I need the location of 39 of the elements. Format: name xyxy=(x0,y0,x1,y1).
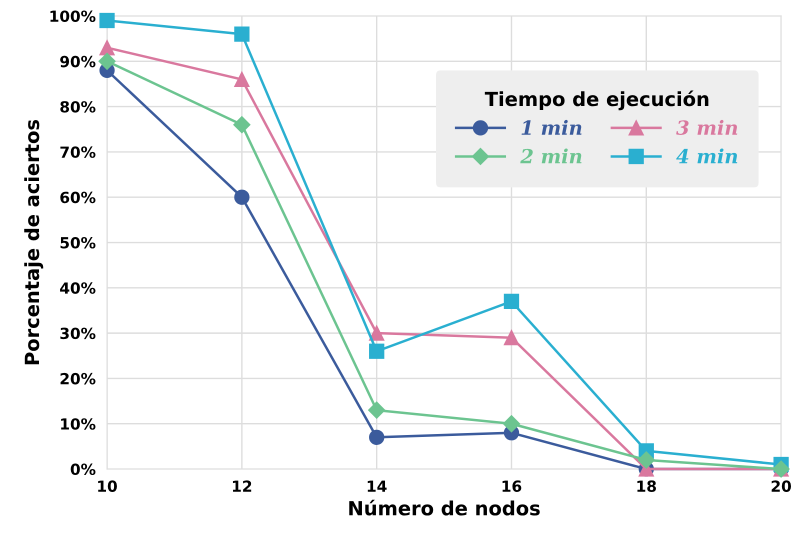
point xyxy=(504,330,520,346)
legend-label: 4 min xyxy=(676,148,738,164)
point xyxy=(502,415,520,432)
y-tick-label: 100% xyxy=(50,10,96,22)
x-tick-label: 18 xyxy=(637,480,656,492)
y-tick-label: 10% xyxy=(61,418,96,430)
point xyxy=(638,451,655,469)
y-tick-label: 40% xyxy=(60,282,96,294)
point xyxy=(369,344,384,359)
x-tick-label: 14 xyxy=(368,480,387,492)
x-tick-label: 12 xyxy=(232,480,252,492)
legend-title: Tiempo de ejecución xyxy=(484,90,708,110)
x-tick-label: 16 xyxy=(502,480,522,492)
y-tick-label: 20% xyxy=(60,372,96,384)
point xyxy=(99,12,115,28)
y-tick-label: 0% xyxy=(70,464,96,476)
legend-label: 3 min xyxy=(676,120,738,135)
y-tick-label: 90% xyxy=(60,56,96,68)
x-tick-label: 20 xyxy=(772,480,792,492)
legend-label: 2 min xyxy=(520,148,582,164)
point xyxy=(98,52,116,70)
point xyxy=(369,430,384,445)
y-tick-label: 30% xyxy=(60,328,96,340)
point xyxy=(234,72,250,88)
point xyxy=(233,116,250,134)
point xyxy=(368,402,386,419)
point xyxy=(504,294,520,310)
y-tick-label: 70% xyxy=(60,146,96,158)
point xyxy=(369,325,384,341)
point xyxy=(234,26,250,42)
x-axis-title: Número de nodos xyxy=(349,500,540,516)
y-tick-label: 80% xyxy=(60,101,96,113)
y-tick-label: 60% xyxy=(60,192,96,204)
y-tick-label: 50% xyxy=(60,236,96,249)
point xyxy=(234,190,250,205)
legend-label: 1 min xyxy=(522,120,582,135)
x-tick-label: 10 xyxy=(98,480,117,492)
point xyxy=(99,40,115,56)
y-axis-title: Porcentaje de aciertos xyxy=(24,120,44,364)
